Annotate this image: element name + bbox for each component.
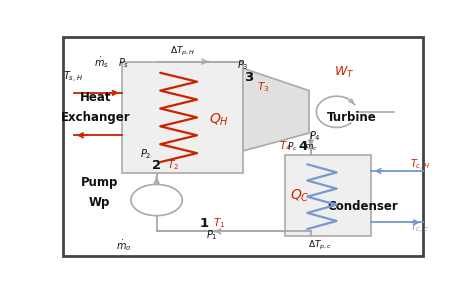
Polygon shape bbox=[243, 68, 309, 151]
Text: Exchanger: Exchanger bbox=[61, 111, 131, 124]
Text: $T_3$: $T_3$ bbox=[257, 80, 269, 94]
Circle shape bbox=[131, 184, 182, 216]
Bar bbox=[285, 155, 372, 236]
Text: 3: 3 bbox=[244, 71, 253, 84]
Text: $P_c$: $P_c$ bbox=[287, 140, 298, 153]
Text: $\dot{m}_o$: $\dot{m}_o$ bbox=[116, 238, 131, 253]
Text: $T_{s,H}$: $T_{s,H}$ bbox=[63, 70, 83, 85]
Text: 2: 2 bbox=[152, 159, 161, 172]
Text: $Q_C$: $Q_C$ bbox=[290, 187, 310, 204]
Text: $W_T$: $W_T$ bbox=[334, 65, 354, 80]
Text: 4: 4 bbox=[299, 140, 308, 153]
Text: Heat: Heat bbox=[80, 91, 112, 104]
Text: $T_{c,c}$: $T_{c,c}$ bbox=[410, 220, 429, 235]
Text: Condenser: Condenser bbox=[327, 200, 398, 213]
Text: $\dot{m}_s$: $\dot{m}_s$ bbox=[94, 55, 109, 70]
Text: Pump: Pump bbox=[81, 176, 118, 189]
Text: $T_{c,H}$: $T_{c,H}$ bbox=[410, 158, 430, 173]
Text: $\Delta T_{p,H}$: $\Delta T_{p,H}$ bbox=[170, 45, 195, 58]
Text: $Q_H$: $Q_H$ bbox=[209, 111, 229, 128]
Text: Wp: Wp bbox=[89, 196, 110, 209]
Text: $T_4$: $T_4$ bbox=[279, 139, 292, 153]
Text: Turbine: Turbine bbox=[327, 111, 376, 124]
Text: $\dot{m}_c$: $\dot{m}_c$ bbox=[304, 140, 318, 153]
Text: $P_2$: $P_2$ bbox=[140, 147, 151, 161]
Text: $P_s$: $P_s$ bbox=[118, 56, 129, 70]
FancyBboxPatch shape bbox=[63, 37, 423, 256]
Text: $P_1$: $P_1$ bbox=[206, 228, 218, 242]
Text: $T_2$: $T_2$ bbox=[167, 159, 179, 172]
Text: $\Delta T_{p,c}$: $\Delta T_{p,c}$ bbox=[308, 239, 332, 252]
Bar bbox=[122, 61, 243, 173]
Text: $P_4$: $P_4$ bbox=[309, 130, 320, 143]
Text: 1: 1 bbox=[200, 217, 209, 230]
Text: $T_1$: $T_1$ bbox=[213, 217, 225, 230]
Text: $P_3$: $P_3$ bbox=[237, 58, 249, 72]
